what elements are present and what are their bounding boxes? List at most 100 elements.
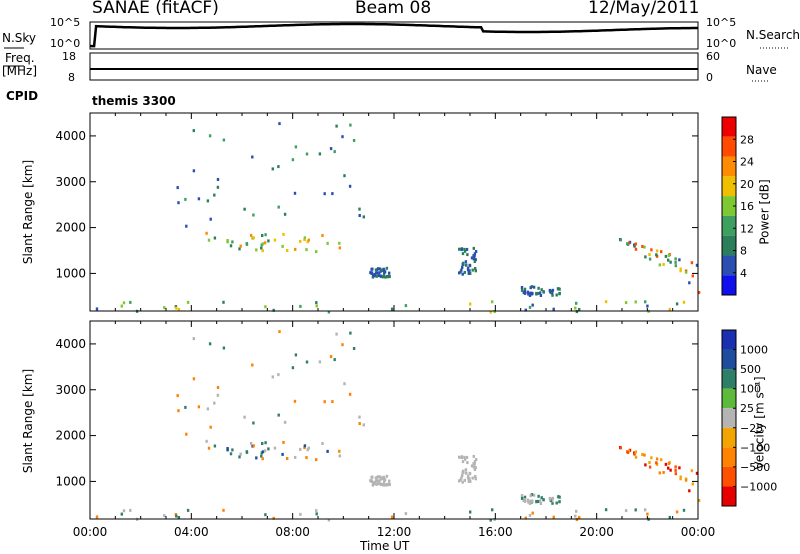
velocity-data-cell: [271, 375, 274, 379]
velocity-data-cell: [175, 514, 178, 518]
power-data-cell: [358, 207, 361, 211]
velocity-data-cell: [474, 458, 478, 461]
power-data-cell: [558, 287, 561, 291]
power-data-cell: [163, 306, 166, 310]
power-data-cell: [370, 271, 374, 275]
power-data-cell: [261, 249, 264, 253]
power-data-cell: [658, 263, 661, 267]
velocity-colorbar-segment: [722, 388, 736, 409]
time-tick-label: 00:00: [681, 525, 716, 539]
power-data-cell: [382, 273, 386, 277]
power-data-cell: [299, 304, 302, 308]
power-data-cell: [634, 242, 637, 246]
power-data-cell: [252, 236, 255, 240]
power-data-cell: [380, 268, 383, 272]
power-data-cell: [282, 232, 285, 236]
velocity-data-cell: [575, 509, 578, 513]
power-data-cell: [383, 271, 386, 275]
velocity-data-cell: [551, 501, 554, 505]
velocity-data-cell: [338, 449, 341, 453]
velocity-data-cell: [529, 494, 532, 498]
power-data-cell: [207, 238, 211, 242]
power-data-cell: [293, 191, 297, 195]
power-panel-ylabel: Slant Range [km]: [21, 159, 36, 265]
power-data-cell: [688, 281, 691, 285]
power-data-cell: [466, 268, 470, 272]
velocity-data-cell: [120, 512, 123, 516]
power-data-cell: [294, 247, 297, 251]
velocity-data-cell: [283, 420, 287, 424]
nsky-panel-frame: [89, 21, 699, 50]
velocity-data-cell: [192, 337, 195, 341]
velocity-data-cell: [326, 449, 329, 453]
velocity-data-cell: [261, 442, 264, 445]
power-data-cell: [474, 269, 477, 273]
power-data-cell: [691, 274, 694, 278]
velocity-data-cell: [174, 513, 178, 516]
power-data-cell: [305, 152, 309, 156]
power-data-cell: [669, 260, 672, 264]
power-data-cell: [538, 291, 542, 295]
power-data-cell: [468, 263, 471, 267]
power-data-cell: [206, 199, 210, 203]
velocity-data-cell: [532, 493, 536, 497]
velocity-data-cell: [461, 460, 465, 464]
power-data-cell: [261, 242, 265, 246]
power-data-cell: [335, 124, 338, 128]
velocity-data-cell: [273, 446, 277, 450]
power-colorbar-tick-label: 20: [740, 178, 754, 191]
power-data-cell: [470, 256, 474, 260]
station-title: SANAE (fitACF): [92, 0, 219, 18]
power-data-cell: [532, 285, 536, 289]
power-data-cell: [283, 212, 287, 216]
velocity-data-cell: [474, 475, 477, 478]
velocity-data-cell: [465, 455, 469, 459]
velocity-data-cell: [383, 479, 386, 483]
power-data-cell: [558, 292, 561, 296]
power-data-cell: [662, 263, 665, 266]
power-colorbar-segment: [722, 235, 736, 256]
velocity-data-cell: [491, 508, 494, 512]
power-data-cell: [333, 150, 336, 154]
velocity-colorbar-tick-label: 500: [740, 363, 761, 376]
power-data-cell: [205, 231, 208, 235]
velocity-colorbar-tick-label: 25: [740, 402, 754, 415]
power-data-cell: [197, 197, 201, 201]
velocity-data-cell: [388, 483, 391, 487]
time-tick-label: 00:00: [73, 525, 108, 539]
velocity-data-cell: [213, 444, 217, 448]
power-colorbar-tick-label: 16: [740, 200, 754, 213]
power-colorbar-segment: [722, 255, 736, 276]
power-data-cell: [238, 247, 241, 251]
power-data-cell: [472, 246, 475, 250]
velocity-data-cell: [338, 454, 341, 458]
velocity-colorbar-tick-label: −500: [740, 461, 770, 474]
velocity-data-cell: [303, 444, 307, 448]
power-data-cell: [551, 293, 554, 297]
power-colorbar-tick-label: 28: [740, 133, 754, 146]
power-data-cell: [461, 266, 464, 269]
velocity-y-tick-label: 1000: [55, 474, 86, 488]
velocity-data-cell: [459, 478, 462, 482]
power-colorbar-tick-label: 24: [740, 156, 754, 169]
velocity-data-cell: [523, 498, 526, 501]
velocity-data-cell: [574, 514, 577, 518]
freq-unit-label: [MHz]: [2, 64, 38, 78]
power-data-cell: [523, 291, 527, 295]
velocity-data-cell: [222, 346, 226, 350]
velocity-data-cell: [648, 461, 651, 464]
velocity-data-cell: [264, 441, 267, 445]
velocity-data-cell: [372, 481, 375, 485]
velocity-y-tick-label: 2000: [55, 429, 86, 443]
velocity-data-cell: [461, 474, 464, 477]
power-colorbar-tick-label: 8: [740, 245, 747, 258]
time-tick-label: 20:00: [579, 525, 614, 539]
power-data-cell: [474, 267, 477, 270]
velocity-data-cell: [206, 407, 210, 411]
velocity-data-cell: [192, 377, 196, 381]
velocity-data-cell: [520, 496, 524, 500]
velocity-data-cell: [634, 508, 637, 512]
power-colorbar-segment: [722, 215, 736, 236]
velocity-data-cell: [294, 455, 297, 459]
velocity-data-cell: [529, 499, 532, 503]
